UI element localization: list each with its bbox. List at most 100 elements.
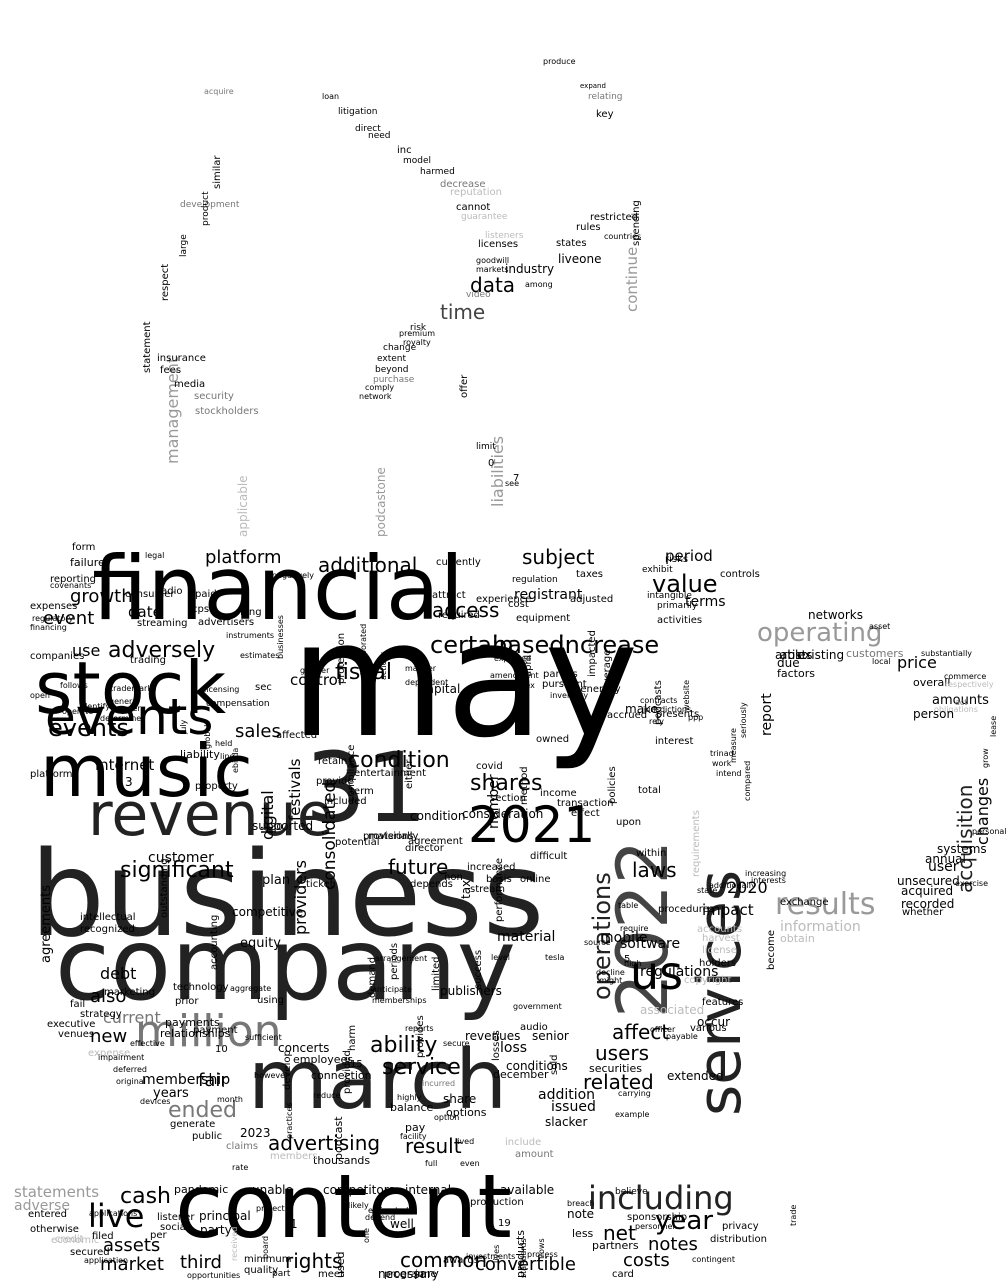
word-cloud-word: capital	[420, 682, 461, 696]
word-cloud-word: per	[150, 1230, 167, 1241]
word-cloud-word: affect	[612, 1020, 670, 1044]
word-cloud-word: networks	[808, 608, 863, 622]
word-cloud-word: program	[384, 1269, 427, 1280]
word-cloud-word: access	[432, 598, 500, 622]
word-cloud-word: identify	[80, 702, 111, 711]
word-cloud-word: internal	[405, 1183, 452, 1197]
word-cloud-word: continue	[623, 246, 641, 312]
word-cloud-word: claims	[226, 1141, 259, 1152]
word-cloud-word: standards	[519, 1238, 528, 1278]
word-cloud-word: lived	[455, 1137, 475, 1146]
word-cloud-word: incurred	[422, 1079, 456, 1088]
word-cloud-word: laws	[632, 858, 677, 882]
word-cloud-word: time	[440, 300, 486, 324]
word-cloud-word: expand	[580, 82, 606, 90]
word-cloud-word: option	[434, 1113, 460, 1122]
word-cloud-word: negatively	[272, 571, 314, 580]
word-cloud-word: government	[513, 1002, 562, 1011]
word-cloud-word: equity	[240, 936, 281, 951]
word-cloud-word: audio	[520, 1022, 548, 1033]
word-cloud-word: extended	[667, 1069, 724, 1083]
word-cloud-word: exhibit	[642, 565, 673, 575]
word-cloud-word: media	[174, 379, 206, 390]
word-cloud-word: reporting	[50, 574, 97, 585]
word-cloud-word: revenues	[465, 1029, 521, 1043]
word-cloud-word: within	[636, 848, 667, 859]
word-cloud-word: various	[690, 1023, 727, 1034]
word-cloud-word: value	[652, 570, 718, 598]
word-cloud-word: experience	[476, 594, 532, 605]
word-cloud-word: compared	[743, 760, 752, 801]
word-cloud-word: condition	[410, 809, 466, 823]
word-cloud-word: whether	[902, 907, 944, 918]
word-cloud-word: impacted	[587, 630, 598, 677]
word-cloud-word: received	[230, 1226, 239, 1261]
word-cloud-word: highly	[397, 1093, 422, 1102]
word-cloud-word: accrued	[607, 710, 648, 721]
word-cloud-word: awards	[443, 1255, 479, 1266]
word-cloud-word: venues	[58, 1029, 95, 1040]
word-cloud-word: states	[556, 238, 587, 249]
word-cloud-word: actions	[379, 651, 388, 680]
word-cloud-word: future	[388, 855, 449, 879]
word-cloud-word: increased	[467, 862, 516, 873]
word-cloud-word: year	[655, 1206, 714, 1236]
word-cloud-word: 2021	[468, 796, 596, 854]
word-cloud-word: key	[596, 109, 614, 120]
word-cloud-word: primarily	[657, 601, 698, 611]
word-cloud-word: report	[759, 693, 775, 736]
word-cloud-word: carrying	[618, 1089, 651, 1098]
word-cloud-word: controls	[720, 569, 760, 580]
word-cloud-word: sold	[549, 1054, 560, 1075]
word-cloud-word: entertainment	[354, 768, 426, 779]
word-cloud-word: thousands	[313, 1154, 371, 1167]
word-cloud-word: 7	[513, 473, 520, 484]
word-cloud-word: global	[203, 724, 212, 749]
word-cloud-word: payments	[165, 1016, 220, 1029]
word-cloud-word: equipment	[516, 613, 571, 624]
word-cloud-word: events	[48, 714, 129, 742]
word-cloud-word: registrant	[514, 587, 583, 603]
word-cloud-word: use	[72, 641, 101, 660]
word-cloud-word: measure	[729, 728, 738, 763]
word-cloud-word: third	[180, 1252, 222, 1273]
word-cloud-word: consideration	[462, 807, 544, 821]
word-cloud-word: unsecured	[897, 874, 960, 888]
word-cloud-word: existing	[797, 648, 845, 662]
word-cloud-word: fees	[160, 365, 182, 376]
word-cloud-word: section	[490, 793, 527, 804]
word-cloud-word: fair	[198, 1070, 228, 1091]
word-cloud-word: sufficient	[245, 1033, 282, 1042]
word-cloud-word: failure	[70, 556, 105, 569]
word-cloud-word: significant	[120, 858, 234, 883]
word-cloud-word: might	[599, 976, 623, 985]
word-cloud-word: ppp	[688, 713, 704, 722]
word-cloud-word: june	[415, 1269, 437, 1280]
word-cloud-word: card	[612, 1269, 634, 1280]
word-cloud-word: executive	[47, 1019, 96, 1030]
word-cloud-word: user	[928, 859, 959, 875]
word-cloud-word: technology	[173, 982, 229, 993]
word-cloud-word: business	[30, 825, 545, 963]
word-cloud-word: board	[261, 1235, 270, 1259]
word-cloud-word: see	[505, 479, 520, 488]
word-cloud-word: model	[403, 156, 432, 166]
word-cloud-word: make	[625, 702, 658, 716]
word-cloud-word: liveone	[558, 252, 602, 266]
word-cloud-word: service	[382, 1055, 461, 1080]
word-cloud-word: protect	[256, 1204, 285, 1213]
word-cloud-word: stock	[35, 646, 227, 730]
word-cloud-word: depends	[410, 879, 453, 890]
word-cloud-word: competitive	[232, 905, 304, 919]
word-cloud-word: protection	[336, 632, 347, 684]
word-cloud-word: part	[272, 1269, 291, 1279]
word-cloud-word: 5	[624, 954, 631, 965]
word-cloud-word: practices	[285, 1102, 294, 1139]
word-cloud-word: parties	[543, 669, 578, 680]
word-cloud-word: long	[240, 607, 262, 618]
word-cloud-word: consumer	[125, 589, 175, 600]
word-cloud-word: companies	[30, 651, 85, 662]
word-cloud-word: balance	[390, 1101, 434, 1114]
word-cloud-word: meet	[318, 1269, 344, 1280]
word-cloud-word: cost	[508, 599, 529, 610]
